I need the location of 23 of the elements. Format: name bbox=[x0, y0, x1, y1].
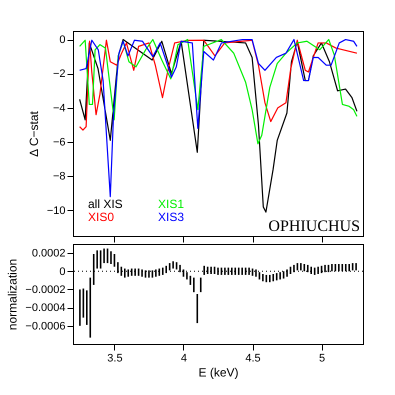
y-tick-label: −0.0004 bbox=[25, 302, 66, 314]
y-tick-label: −4 bbox=[52, 102, 66, 114]
y-tick-label: 0.0002 bbox=[32, 248, 66, 260]
x-tick-label: 4 bbox=[180, 352, 188, 364]
text: all XIS bbox=[88, 197, 123, 211]
y-axis-title: Δ C−stat bbox=[26, 110, 41, 157]
text: XIS1 bbox=[158, 197, 184, 211]
y-tick-label: −0.0002 bbox=[25, 284, 66, 296]
y-tick-label: 0 bbox=[59, 266, 66, 278]
y-tick-label: −0.0006 bbox=[25, 320, 66, 332]
x-tick-label: 5 bbox=[319, 352, 326, 364]
y-tick-label: −2 bbox=[52, 68, 66, 80]
x-tick-label: 4.5 bbox=[245, 352, 261, 364]
text: XIS3 bbox=[158, 210, 184, 224]
y-axis-title: normalization bbox=[5, 258, 20, 330]
y-tick-label: −6 bbox=[52, 136, 66, 149]
y-tick-label: −8 bbox=[52, 170, 66, 183]
text: XIS0 bbox=[88, 210, 114, 224]
annotation: OPHIUCHUS bbox=[268, 218, 360, 235]
x-axis-title: E (keV) bbox=[198, 366, 239, 380]
y-tick-label: 0 bbox=[59, 34, 66, 46]
x-tick-label: 3.5 bbox=[107, 352, 123, 364]
y-tick-label: −10 bbox=[46, 204, 66, 217]
